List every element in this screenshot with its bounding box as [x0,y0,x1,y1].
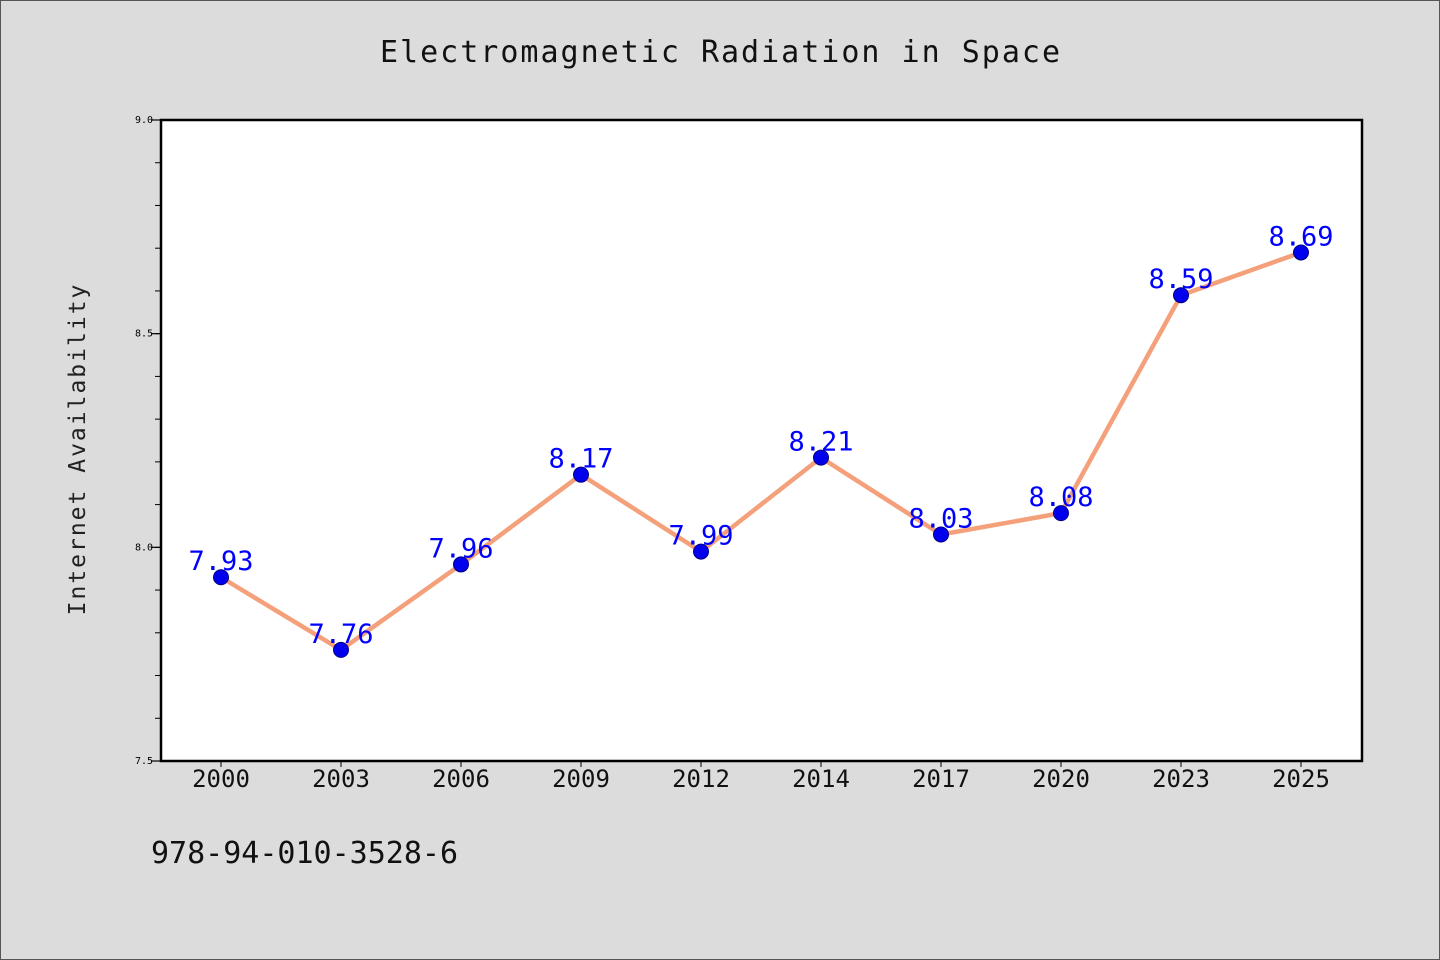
data-point [693,543,709,560]
plot-frame [159,118,1364,763]
data-point [453,556,469,573]
data-label: 7.99 [668,521,733,552]
y-tick-label: 8.0 [135,542,153,553]
data-point [1053,505,1069,522]
series-line [218,250,1304,653]
data-point [933,526,949,543]
data-label: 8.69 [1268,221,1333,252]
x-tick-label: 2003 [312,765,370,793]
data-point [573,466,589,483]
data-point [813,449,829,466]
x-tick-label: 2000 [192,765,250,793]
x-axis-ticks: 2000 2003 2006 2009 2012 2014 2017 2020 2023 2025 [192,761,1330,793]
x-tick-label: 2020 [1032,765,1090,793]
y-tick-label: 9.0 [135,115,153,126]
data-label: 8.17 [548,444,613,475]
chart-title: Electromagnetic Radiation in Space [379,35,1063,70]
data-point [1293,244,1309,261]
x-tick-label: 2009 [552,765,610,793]
data-label: 7.96 [428,533,493,564]
data-point [333,641,349,658]
x-tick-label: 2012 [672,765,730,793]
data-point [213,569,229,586]
x-tick-label: 2014 [792,765,850,793]
data-label: 8.21 [788,427,853,458]
y-tick-label: 7.5 [135,756,153,767]
plot-area [161,120,1362,761]
data-label: 7.93 [188,546,253,577]
x-tick-label: 2017 [912,765,970,793]
series-group [213,244,1309,658]
x-tick-label: 2006 [432,765,490,793]
data-label: 8.59 [1148,264,1213,295]
data-labels: 7.93 7.76 7.96 8.17 7.99 8.21 8.03 8.08 8.59 8.69 [188,221,1333,649]
y-tick-label: 8.5 [135,329,153,340]
data-label: 8.03 [908,504,973,535]
data-point [1173,287,1189,304]
footnote-isbn: 978-94-010-3528-6 [151,836,459,871]
data-label: 7.76 [308,619,373,650]
data-label: 8.08 [1028,482,1093,513]
y-axis-ticks: 7.5 8.0 8.5 9.0 [135,115,161,767]
x-tick-label: 2023 [1152,765,1210,793]
x-tick-label: 2025 [1272,765,1330,793]
